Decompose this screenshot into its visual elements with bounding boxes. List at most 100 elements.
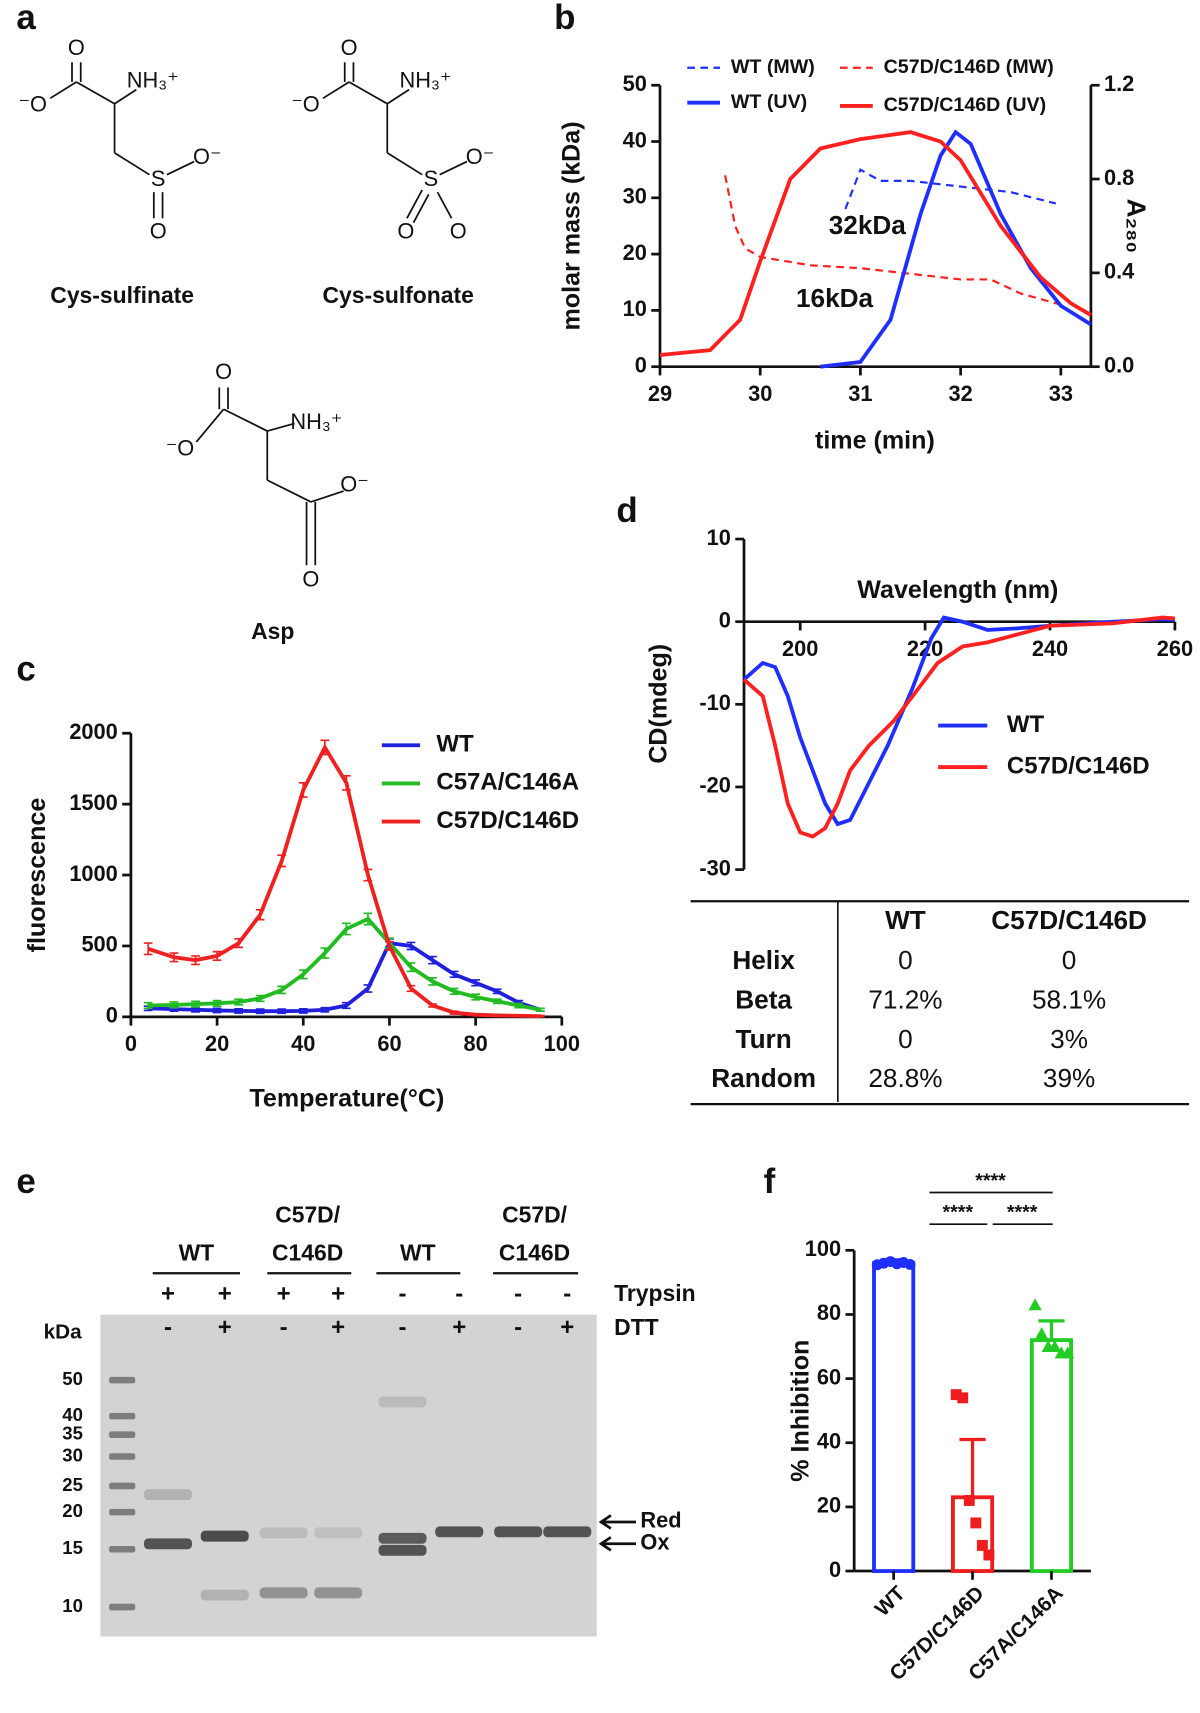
marker-label: 15	[62, 1537, 83, 1558]
x-tick-label: 32	[949, 381, 973, 406]
y-tick-label: 10	[623, 296, 647, 321]
gel-band	[144, 1489, 192, 1501]
y2-tick-label: 1.2	[1104, 71, 1134, 96]
error-bar	[1038, 1319, 1065, 1341]
atom-label: NH₃⁺	[127, 68, 179, 93]
error-bar	[428, 955, 437, 965]
y2-axis-label: A₂₈₀	[1122, 199, 1152, 254]
x-tick-label: 240	[1032, 636, 1068, 661]
atom-label: O	[215, 359, 232, 384]
panel-label: c	[16, 649, 35, 688]
legend-label: WT (UV)	[731, 91, 807, 113]
atom-label: O	[150, 218, 167, 243]
x-tick-label: 20	[205, 1031, 229, 1056]
gel-band	[378, 1544, 427, 1556]
error-bar	[342, 1001, 351, 1010]
ladder-band	[109, 1545, 136, 1553]
atom-label: S	[151, 166, 166, 191]
error-bar	[255, 994, 265, 1003]
table-cell: Random	[711, 1063, 816, 1093]
atom-label: S	[424, 166, 439, 191]
band-label: Red	[640, 1508, 681, 1533]
error-bar	[320, 739, 330, 756]
treatment-mark: +	[218, 1280, 232, 1307]
x-axis-label: Wavelength (nm)	[857, 576, 1058, 604]
y-tick-label: 100	[805, 1236, 841, 1261]
atom-label: NH₃⁺	[290, 409, 342, 434]
treatment-mark: -	[280, 1314, 288, 1341]
data-point	[970, 1517, 982, 1529]
data-point	[963, 1495, 975, 1506]
error-bar	[959, 1437, 986, 1498]
error-bar	[234, 1007, 243, 1014]
atom-label: O	[397, 218, 414, 243]
error-bar	[255, 1008, 265, 1015]
data-point	[957, 1392, 969, 1404]
row-label: DTT	[614, 1314, 659, 1340]
significance-label: ****	[943, 1201, 974, 1223]
significance-label: ****	[975, 1170, 1006, 1192]
treatment-mark: +	[218, 1314, 232, 1341]
atom-label: NH₃⁺	[400, 68, 452, 93]
error-bar	[406, 984, 416, 993]
y-tick-label: 1500	[69, 790, 118, 815]
y-axis-label: % Inhibition	[786, 1340, 814, 1482]
data-point	[904, 1258, 916, 1270]
marker-label: 25	[62, 1474, 83, 1495]
error-bar	[514, 1002, 524, 1009]
error-bar	[320, 947, 330, 959]
legend-label: C57A/C146A	[436, 769, 579, 796]
treatment-mark: +	[161, 1280, 175, 1307]
y-tick-label: 10	[707, 525, 731, 550]
ladder-band	[109, 1376, 136, 1384]
error-bar	[234, 938, 243, 949]
treatment-mark: -	[399, 1280, 407, 1307]
error-bar	[212, 1007, 222, 1014]
marker-label: 35	[62, 1423, 83, 1444]
y-tick-label: 0	[829, 1557, 841, 1582]
y-axis-label: CD(mdeg)	[645, 644, 673, 764]
x-tick-label: 29	[648, 381, 672, 406]
error-bar	[191, 1000, 200, 1008]
ladder-band	[109, 1412, 136, 1420]
bond	[114, 152, 150, 176]
x-tick-label: 40	[291, 1031, 315, 1056]
error-bar	[298, 1007, 308, 1014]
table-cell: Turn	[736, 1024, 792, 1054]
marker-label: 20	[62, 1500, 83, 1521]
atom-label: O	[302, 566, 319, 591]
bar	[872, 1261, 916, 1573]
gel-band	[494, 1526, 543, 1538]
y-tick-label: 60	[817, 1364, 841, 1389]
arrow	[598, 1514, 636, 1530]
treatment-mark: -	[514, 1280, 522, 1307]
ladder-band	[109, 1482, 136, 1490]
y-tick-label: 40	[623, 127, 647, 152]
treatment-mark: +	[560, 1314, 574, 1341]
error-bar	[471, 1013, 480, 1017]
structure-name: Asp	[251, 618, 294, 644]
y-tick-label: 500	[81, 932, 117, 957]
data-point	[1028, 1298, 1042, 1311]
bond	[49, 81, 77, 100]
bond	[436, 191, 453, 219]
y-tick-label: 20	[623, 240, 647, 265]
marker-label: 40	[62, 1404, 83, 1425]
error-bar	[449, 970, 459, 978]
bond	[310, 490, 344, 503]
error-bar	[212, 950, 222, 961]
error-bar	[428, 977, 437, 986]
y-tick-label: 0	[719, 607, 731, 632]
x-tick-label: 33	[1049, 381, 1073, 406]
y-tick-label: 1000	[69, 861, 118, 886]
bond	[322, 81, 350, 100]
bar	[1029, 1338, 1073, 1573]
treatment-mark: -	[514, 1314, 522, 1341]
group-label: C146D	[272, 1240, 343, 1266]
table-cell: Beta	[735, 985, 792, 1015]
error-bar	[449, 1010, 459, 1015]
marker-label: 10	[62, 1595, 83, 1616]
data-point	[1061, 1346, 1075, 1359]
gel-band	[314, 1527, 363, 1539]
